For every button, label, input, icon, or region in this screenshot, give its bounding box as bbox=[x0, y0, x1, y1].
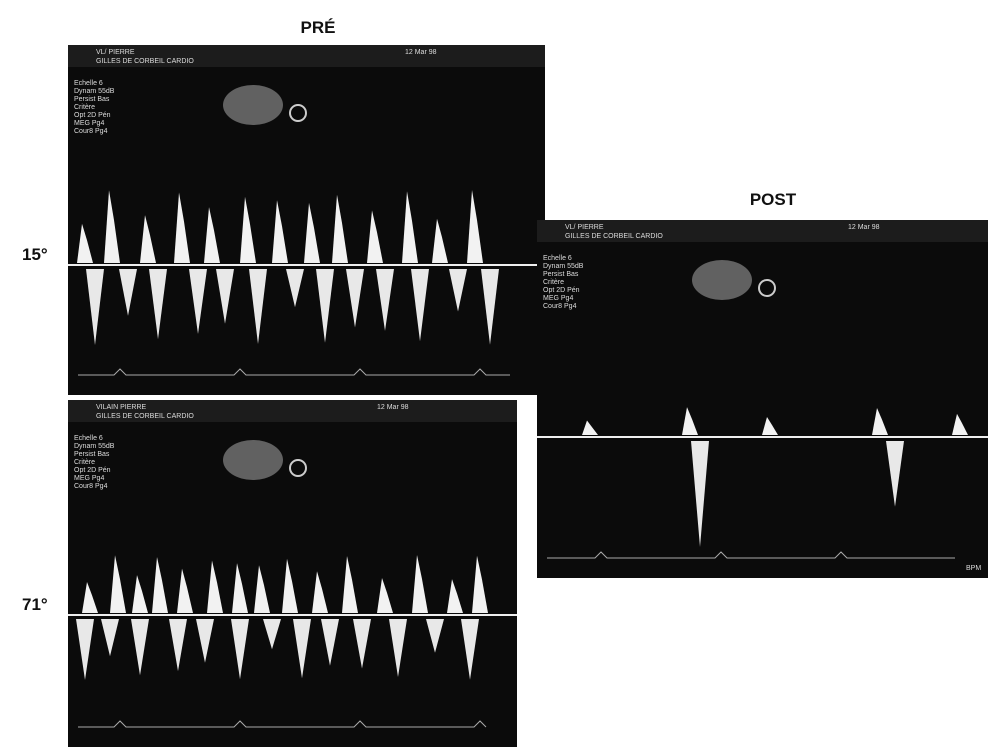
setting: Dynam 55dB bbox=[74, 88, 115, 95]
setting: Dynam 55dB bbox=[74, 443, 115, 450]
setting: Cour8 Pg4 bbox=[74, 483, 108, 490]
site-name: GILLES DE CORBEIL CARDIO bbox=[96, 413, 194, 420]
setting: Opt 2D Pén bbox=[74, 112, 111, 119]
echo-panel bbox=[68, 400, 517, 747]
patient-name: VILAIN PIERRE bbox=[96, 404, 147, 411]
angle-label: 71° bbox=[22, 595, 48, 614]
echo-panel bbox=[537, 220, 988, 578]
setting: Echelle 6 bbox=[74, 435, 103, 442]
angle-label: 15° bbox=[22, 245, 48, 264]
setting: Opt 2D Pén bbox=[543, 287, 580, 294]
setting: Persist Bas bbox=[543, 271, 579, 278]
echo-image bbox=[692, 260, 752, 300]
post-label: POST bbox=[750, 190, 797, 209]
figure: PRÉ POST 15° 71° VL/ PIERRE GILLES DE COR… bbox=[0, 0, 988, 747]
unit-label: BPM bbox=[966, 565, 981, 572]
setting: MEG Pg4 bbox=[74, 475, 104, 482]
setting: Echelle 6 bbox=[74, 80, 103, 87]
setting: Echelle 6 bbox=[543, 255, 572, 262]
exam-date: 12 Mar 98 bbox=[848, 224, 880, 231]
exam-date: 12 Mar 98 bbox=[377, 404, 409, 411]
setting: Persist Bas bbox=[74, 96, 110, 103]
site-name: GILLES DE CORBEIL CARDIO bbox=[96, 58, 194, 65]
setting: Critère bbox=[74, 459, 95, 466]
pre-label: PRÉ bbox=[301, 18, 336, 37]
setting: Dynam 55dB bbox=[543, 263, 584, 270]
patient-name: VL/ PIERRE bbox=[96, 49, 135, 56]
setting: Persist Bas bbox=[74, 451, 110, 458]
echo-image bbox=[223, 440, 283, 480]
setting: Opt 2D Pén bbox=[74, 467, 111, 474]
exam-date: 12 Mar 98 bbox=[405, 49, 437, 56]
patient-name: VL/ PIERRE bbox=[565, 224, 604, 231]
setting: Critère bbox=[74, 104, 95, 111]
setting: MEG Pg4 bbox=[74, 120, 104, 127]
echo-image bbox=[223, 85, 283, 125]
site-name: GILLES DE CORBEIL CARDIO bbox=[565, 233, 663, 240]
setting: Cour8 Pg4 bbox=[74, 128, 108, 135]
setting: Cour8 Pg4 bbox=[543, 303, 577, 310]
setting: MEG Pg4 bbox=[543, 295, 573, 302]
setting: Critère bbox=[543, 279, 564, 286]
